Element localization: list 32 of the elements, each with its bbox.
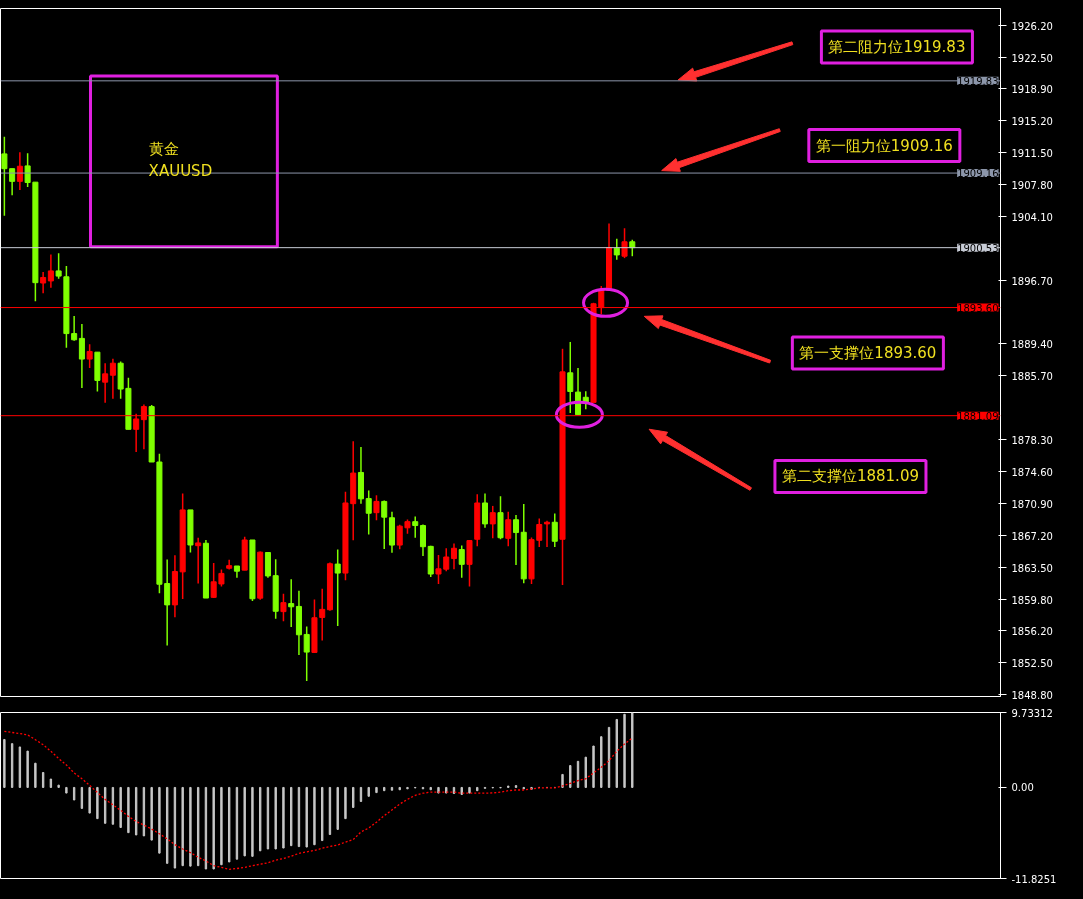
ref-line-label: 1881.09 (957, 410, 999, 422)
ref-line-label: 1900.53 (957, 242, 999, 254)
y-tick-label: 1918.90 (1011, 83, 1053, 95)
y-tick-label: 1874.60 (1011, 466, 1053, 478)
ref-line-label: 1909.16 (957, 168, 999, 180)
annotation: 第二阻力位1919.83 (828, 38, 966, 57)
y-tick-label: 1870.90 (1011, 498, 1053, 510)
y-tick-label: 1915.20 (1011, 115, 1053, 127)
y-tick-label: -11.8251 (1011, 873, 1057, 885)
y-tick-label: 1848.80 (1011, 689, 1053, 701)
y-tick-label: 1896.70 (1011, 275, 1053, 287)
y-tick-label: 1863.50 (1011, 562, 1053, 574)
ref-line-label: 1919.83 (957, 75, 999, 87)
y-tick-label: 0.00 (1011, 782, 1034, 794)
y-tick-label: 9.73312 (1011, 707, 1053, 719)
text: 黄金 XAUUSD (148, 140, 213, 180)
y-tick-label: 1889.40 (1011, 338, 1053, 350)
y-tick-label: 1885.70 (1011, 370, 1053, 382)
annotation: 第一阻力位1909.16 (815, 136, 953, 155)
y-tick-label: 1922.50 (1011, 52, 1053, 64)
y-tick-label: 1856.20 (1011, 625, 1053, 637)
y-tick-label: 1852.50 (1011, 657, 1053, 669)
y-tick-label: 1907.80 (1011, 179, 1053, 191)
y-tick-label: 1911.50 (1011, 147, 1053, 159)
y-tick-label: 1878.30 (1011, 434, 1053, 446)
y-tick-label: 1859.80 (1011, 594, 1053, 606)
ref-line-label: 1893.60 (957, 302, 999, 314)
annotation: 第一支撑位1893.60 (799, 343, 937, 362)
y-tick-label: 1867.20 (1011, 530, 1053, 542)
y-tick-label: 1926.20 (1011, 20, 1053, 32)
y-tick-label: 1904.10 (1011, 211, 1053, 223)
annotation: 第二支撑位1881.09 (781, 467, 919, 486)
